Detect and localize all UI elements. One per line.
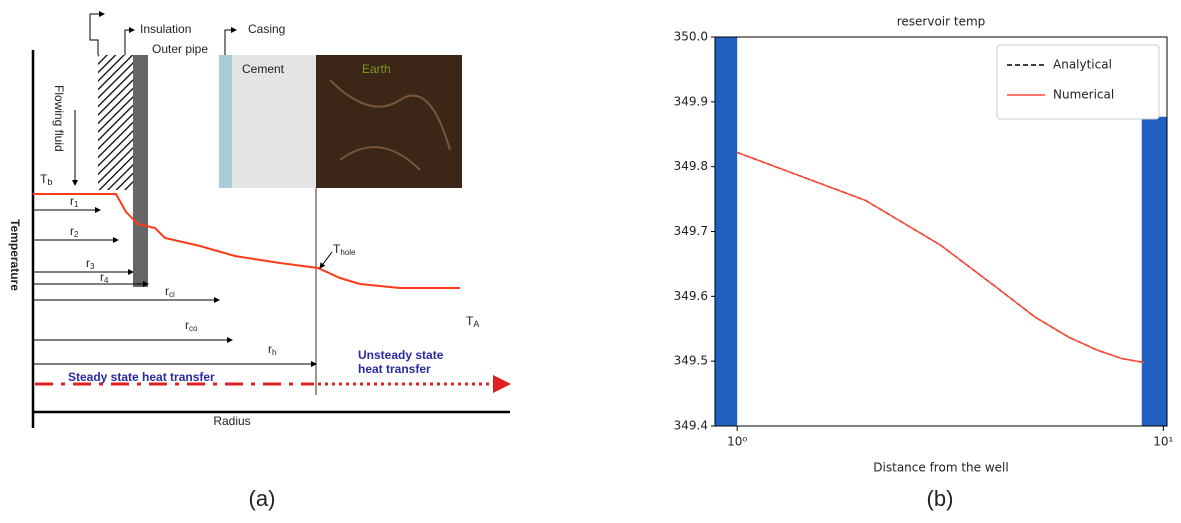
legend-label: Numerical — [1053, 88, 1114, 102]
diagram: Insulation Outer pipe Casing Cement Eart… — [8, 14, 510, 428]
label-sub: A — [473, 319, 479, 329]
caption: (a) — [249, 486, 276, 511]
chart: reservoir temp Distance from the well 349.… — [674, 15, 1174, 475]
radius-label: r2 — [70, 224, 79, 239]
label: Outer pipe — [152, 42, 208, 56]
label-sub: 2 — [74, 230, 79, 239]
label: Insulation — [140, 22, 191, 36]
insulation-pointer — [90, 14, 104, 55]
hole-pointer — [320, 252, 332, 268]
bar — [715, 37, 737, 426]
line — [737, 152, 1144, 362]
label: Casing — [248, 22, 285, 36]
insulation-layer — [98, 55, 136, 190]
label: Unsteady state — [358, 348, 444, 362]
label: Steady state heat transfer — [68, 370, 215, 384]
label: heat transfer — [358, 362, 431, 376]
y-tick-label: 349.8 — [674, 159, 708, 173]
x-tick-label: 10¹ — [1153, 435, 1173, 449]
insulation-pointer — [125, 30, 134, 55]
radius-label: rci — [165, 284, 175, 299]
label-sub: h — [272, 348, 276, 357]
label-sub: ci — [169, 290, 175, 299]
label-sub: b — [47, 177, 52, 187]
label: Tb — [40, 172, 52, 187]
y-tick-label: 349.5 — [674, 354, 708, 368]
radius-label: r1 — [70, 194, 79, 209]
legend-label: Analytical — [1053, 58, 1112, 72]
casing-layer — [219, 55, 232, 188]
x-tick-label: 10⁰ — [727, 435, 747, 449]
label: Flowing fluid — [52, 85, 66, 152]
temperature-profile — [33, 194, 460, 288]
radius-label: r3 — [86, 256, 95, 271]
label: Cement — [242, 62, 285, 76]
y-tick-label: 349.4 — [674, 419, 708, 433]
page: {"diagram": { "insulation": "Insulation"… — [0, 0, 1181, 523]
chart-title: reservoir temp — [897, 15, 986, 29]
bar — [1142, 117, 1167, 426]
label: TA — [466, 314, 479, 329]
axis-label: Temperature — [8, 219, 22, 291]
axis-label: Radius — [213, 414, 250, 428]
y-tick-label: 349.9 — [674, 94, 708, 108]
radius-label: rco — [185, 318, 198, 333]
label: Thole — [333, 242, 356, 257]
y-tick-label: 349.6 — [674, 289, 708, 303]
label-sub: co — [189, 324, 198, 333]
figure: Insulation Outer pipe Casing Cement Eart… — [0, 0, 1181, 523]
outer-pipe — [133, 55, 148, 287]
label-sub: 4 — [104, 276, 109, 285]
legend-box — [997, 45, 1159, 119]
radius-label: rh — [268, 342, 276, 357]
label-sub: 1 — [74, 200, 79, 209]
label-sub: hole — [340, 248, 356, 257]
label: Earth — [362, 62, 391, 76]
casing-pointer — [225, 30, 236, 55]
caption: (b) — [927, 486, 954, 511]
line — [737, 152, 1144, 362]
y-tick-label: 350.0 — [674, 30, 708, 44]
label-sub: 3 — [90, 262, 95, 271]
y-tick-label: 349.7 — [674, 224, 708, 238]
x-axis-label: Distance from the well — [873, 461, 1008, 475]
